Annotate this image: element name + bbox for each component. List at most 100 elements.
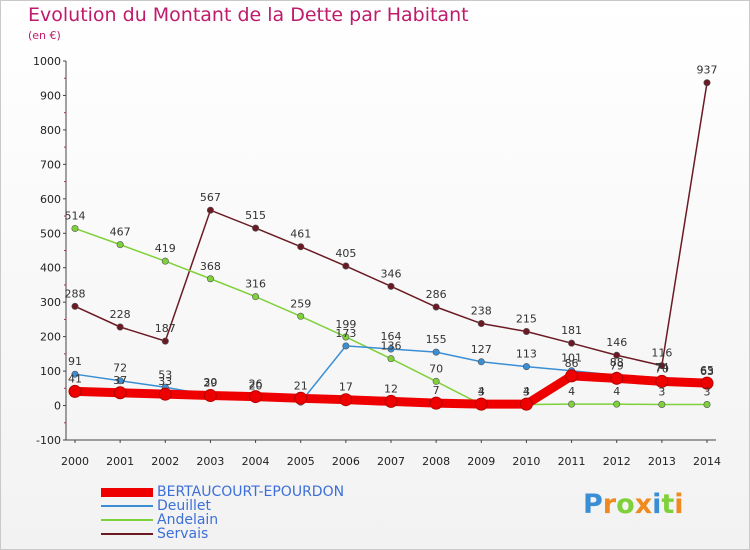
data-label: 467 — [110, 226, 131, 239]
data-point — [116, 241, 124, 249]
data-label: 405 — [335, 247, 356, 260]
data-label: 187 — [155, 322, 176, 335]
data-point — [297, 312, 305, 320]
logo-letter: P — [583, 489, 603, 520]
data-point — [610, 371, 624, 385]
data-label: 136 — [381, 340, 402, 353]
data-label: 12 — [384, 382, 398, 395]
data-point — [477, 320, 485, 328]
x-tick-label: 2014 — [693, 455, 721, 468]
data-label: 368 — [200, 260, 221, 273]
data-point — [206, 275, 214, 283]
data-label: 53 — [158, 368, 172, 381]
data-label: 146 — [606, 336, 627, 349]
data-label: 7 — [433, 384, 440, 397]
data-label: 515 — [245, 209, 266, 222]
data-label: 26 — [249, 378, 263, 391]
data-point — [658, 362, 666, 370]
legend-swatch — [101, 533, 153, 535]
x-tick-label: 2003 — [196, 455, 224, 468]
data-point — [613, 400, 621, 408]
data-point — [161, 257, 169, 265]
logo-letter: x — [634, 489, 653, 520]
data-label: 30 — [203, 376, 217, 389]
data-point — [565, 369, 579, 383]
data-label: 74 — [655, 361, 669, 374]
data-label: 238 — [471, 305, 492, 318]
data-label: 70 — [429, 362, 443, 375]
data-label: 65 — [700, 364, 714, 377]
data-point — [477, 358, 485, 366]
data-label: 4 — [478, 385, 485, 398]
data-label: 101 — [561, 352, 582, 365]
data-point — [68, 384, 82, 398]
data-point — [474, 397, 488, 411]
data-label: 173 — [335, 327, 356, 340]
data-point — [522, 363, 530, 371]
data-point — [342, 333, 350, 341]
data-label: 20 — [249, 380, 263, 393]
data-point — [161, 337, 169, 345]
x-tick-label: 2005 — [287, 455, 315, 468]
data-label: 127 — [471, 343, 492, 356]
data-point — [342, 262, 350, 270]
data-label: 3 — [658, 386, 665, 399]
data-label: 937 — [697, 64, 718, 77]
legend-label: BERTAUCOURT-EPOURDON — [157, 484, 345, 500]
data-point — [613, 351, 621, 359]
logo-letter: r — [602, 489, 617, 520]
data-label: 346 — [381, 267, 402, 280]
data-label: 63 — [700, 365, 714, 378]
x-tick-label: 2010 — [512, 455, 540, 468]
data-point — [522, 327, 530, 335]
data-point — [116, 377, 124, 385]
data-point — [568, 339, 576, 347]
y-tick-label: 0 — [54, 400, 61, 413]
data-point — [297, 243, 305, 251]
data-point — [703, 401, 711, 409]
x-tick-label: 2004 — [242, 455, 270, 468]
data-point — [71, 224, 79, 232]
data-label: 4 — [613, 385, 620, 398]
y-tick-label: -100 — [36, 434, 61, 447]
data-label: 116 — [651, 347, 672, 360]
legend-swatch — [101, 505, 153, 507]
data-label: 3 — [478, 386, 485, 399]
data-label: 461 — [290, 228, 311, 241]
data-label: 3 — [704, 386, 711, 399]
data-label: 113 — [516, 348, 537, 361]
data-label: 29 — [203, 377, 217, 390]
data-label: 17 — [339, 381, 353, 394]
x-tick-label: 2013 — [648, 455, 676, 468]
data-point — [203, 389, 217, 403]
x-tick-label: 2001 — [106, 455, 134, 468]
x-tick-label: 2008 — [422, 455, 450, 468]
legend-label: Deuillet — [157, 498, 212, 514]
data-label: 79 — [610, 359, 624, 372]
data-label: 567 — [200, 191, 221, 204]
data-label: 514 — [65, 209, 86, 222]
y-tick-label: 800 — [40, 124, 61, 137]
data-point — [294, 391, 308, 405]
y-tick-label: 400 — [40, 262, 61, 275]
data-point — [519, 397, 533, 411]
chart-subtitle: (en €) — [28, 29, 61, 42]
data-label: 164 — [381, 330, 402, 343]
data-label: 199 — [335, 318, 356, 331]
data-label: 181 — [561, 324, 582, 337]
data-point — [432, 348, 440, 356]
data-label: 91 — [68, 355, 82, 368]
data-point — [432, 377, 440, 385]
data-label: 86 — [565, 357, 579, 370]
y-tick-label: 900 — [40, 89, 61, 102]
data-point — [339, 393, 353, 407]
legend-label: Andelain — [157, 512, 219, 528]
chart-title: Evolution du Montant de la Dette par Hab… — [28, 4, 469, 26]
y-tick-label: 1000 — [33, 55, 61, 68]
legend-swatch — [101, 519, 153, 521]
x-tick-label: 2011 — [558, 455, 586, 468]
data-point — [568, 400, 576, 408]
data-point — [387, 345, 395, 353]
data-label: 259 — [290, 297, 311, 310]
x-tick-label: 2006 — [332, 455, 360, 468]
